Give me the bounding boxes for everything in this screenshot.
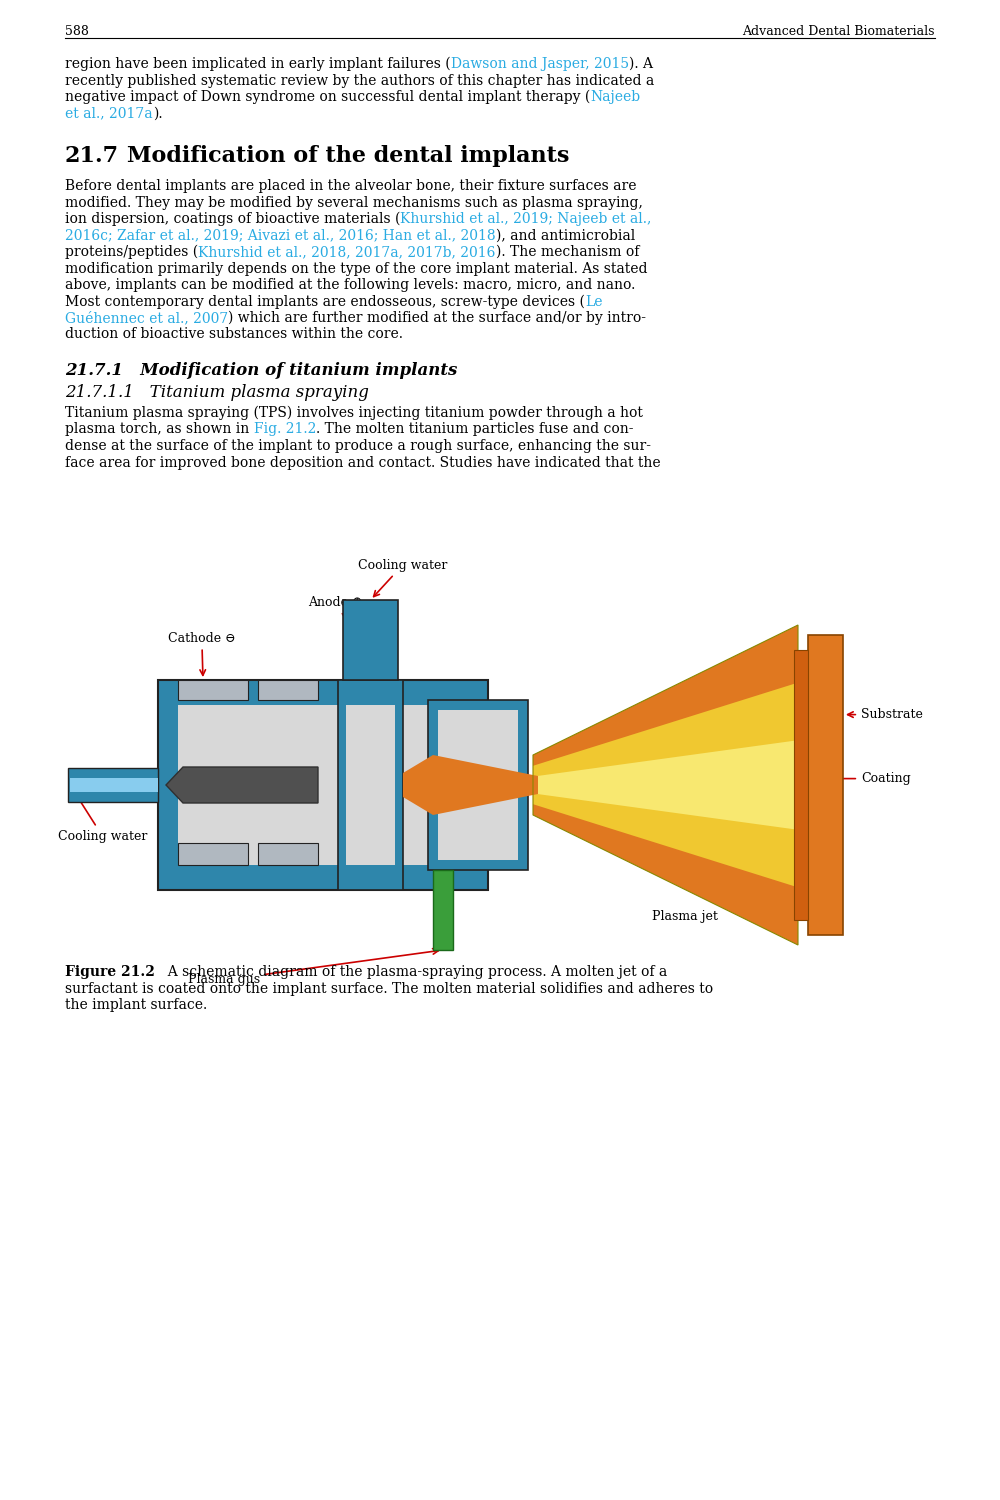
Text: the implant surface.: the implant surface. [65,998,207,1012]
Bar [794,650,808,920]
Bar [433,870,453,950]
Text: 21.7: 21.7 [65,146,119,166]
Text: . The molten titanium particles fuse and con-: . The molten titanium particles fuse and… [316,423,634,436]
Text: ion dispersion, coatings of bioactive materials (: ion dispersion, coatings of bioactive ma… [65,211,400,226]
Text: Substrate: Substrate [848,708,923,722]
Bar [438,710,518,860]
Bar [428,700,528,870]
Text: Cooling water: Cooling water [358,558,447,597]
Polygon shape [166,766,318,802]
Text: proteins/peptides (: proteins/peptides ( [65,244,198,260]
Bar [343,600,398,680]
Text: Titanium plasma spraying (TPS) involves injecting titanium powder through a hot: Titanium plasma spraying (TPS) involves … [65,406,643,420]
Text: 21.7.1.1   Titanium plasma spraying: 21.7.1.1 Titanium plasma spraying [65,384,369,400]
Bar [178,680,248,700]
Bar [178,705,468,866]
Text: Guéhennec et al., 2007: Guéhennec et al., 2007 [65,310,228,326]
Text: Most contemporary dental implants are endosseous, screw-type devices (: Most contemporary dental implants are en… [65,294,585,309]
Text: et al., 2017a: et al., 2017a [65,106,153,120]
Text: Le: Le [585,294,602,309]
Text: recently published systematic review by the authors of this chapter has indicate: recently published systematic review by … [65,74,654,87]
Text: Plasma jet: Plasma jet [652,910,718,922]
Text: Najeeb: Najeeb [590,90,640,104]
Text: Before dental implants are placed in the alveolar bone, their fixture surfaces a: Before dental implants are placed in the… [65,178,637,194]
Text: negative impact of Down syndrome on successful dental implant therapy (: negative impact of Down syndrome on succ… [65,90,590,105]
Text: ) which are further modified at the surface and/or by intro-: ) which are further modified at the surf… [228,310,646,326]
Text: Fig. 21.2: Fig. 21.2 [254,423,316,436]
Text: ). A: ). A [629,57,653,70]
Text: Khurshid et al., 2018, 2017a, 2017b, 2016: Khurshid et al., 2018, 2017a, 2017b, 201… [198,244,496,260]
Text: 588: 588 [65,26,89,38]
Bar [258,843,318,866]
Bar [258,680,318,700]
Text: Anode ⊕: Anode ⊕ [308,596,368,656]
Polygon shape [533,626,798,945]
Text: 2016c; Zafar et al., 2019; Aivazi et al., 2016; Han et al., 2018: 2016c; Zafar et al., 2019; Aivazi et al.… [65,228,496,243]
Text: Khurshid et al., 2019; Najeeb et al.,: Khurshid et al., 2019; Najeeb et al., [400,211,652,226]
Text: modification primarily depends on the type of the core implant material. As stat: modification primarily depends on the ty… [65,261,648,276]
Text: Cathode ⊖: Cathode ⊖ [168,632,236,675]
Text: above, implants can be modified at the following levels: macro, micro, and nano.: above, implants can be modified at the f… [65,278,635,292]
Text: 21.7.1   Modification of titanium implants: 21.7.1 Modification of titanium implants [65,362,457,380]
Text: ). The mechanism of: ). The mechanism of [496,244,639,260]
Bar [68,768,158,802]
Text: Figure 21.2: Figure 21.2 [65,964,155,980]
Text: Cooling water: Cooling water [58,789,147,843]
Bar [178,843,248,866]
Bar [338,680,403,890]
Text: ).: ). [153,106,162,120]
Text: A schematic diagram of the plasma-spraying process. A molten jet of a: A schematic diagram of the plasma-sprayi… [159,964,667,980]
Text: dense at the surface of the implant to produce a rough surface, enhancing the su: dense at the surface of the implant to p… [65,440,651,453]
Text: Modification of the dental implants: Modification of the dental implants [127,146,569,166]
Bar [346,705,395,866]
Text: plasma torch, as shown in: plasma torch, as shown in [65,423,254,436]
Text: duction of bioactive substances within the core.: duction of bioactive substances within t… [65,327,403,342]
Text: Plasma gus: Plasma gus [188,948,438,987]
Text: region have been implicated in early implant failures (: region have been implicated in early imp… [65,57,451,72]
Bar [70,778,158,792]
Text: Advanced Dental Biomaterials: Advanced Dental Biomaterials [742,26,935,38]
Text: surfactant is coated onto the implant surface. The molten material solidifies an: surfactant is coated onto the implant su… [65,981,713,996]
Bar [808,634,843,934]
Polygon shape [533,682,798,888]
Polygon shape [403,754,538,814]
Text: Coating: Coating [813,772,911,784]
Text: ), and antimicrobial: ), and antimicrobial [496,228,635,243]
Bar [158,680,488,890]
Text: face area for improved bone deposition and contact. Studies have indicated that : face area for improved bone deposition a… [65,456,661,470]
Text: Dawson and Jasper, 2015: Dawson and Jasper, 2015 [451,57,629,70]
Polygon shape [533,740,798,830]
Text: modified. They may be modified by several mechanisms such as plasma spraying,: modified. They may be modified by severa… [65,195,643,210]
